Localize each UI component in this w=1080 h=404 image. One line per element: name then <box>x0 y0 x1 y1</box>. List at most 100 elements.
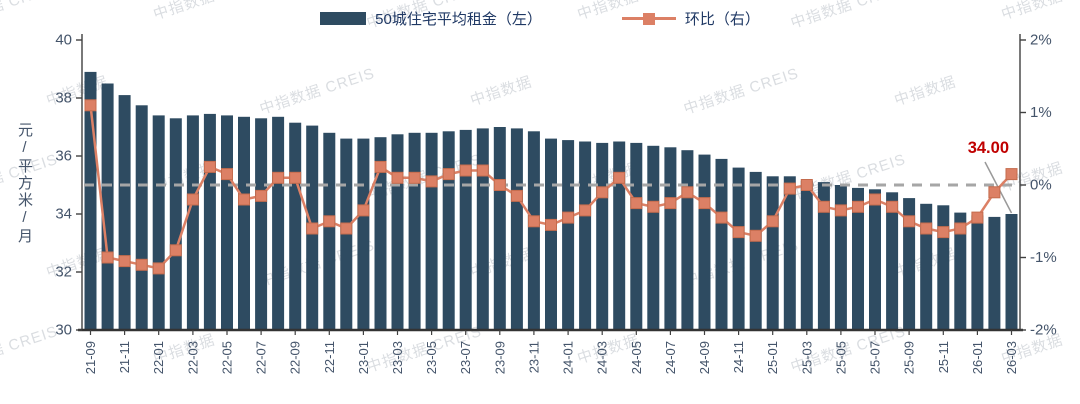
mom-marker <box>152 262 165 275</box>
mom-marker <box>101 251 114 264</box>
mom-marker <box>886 200 899 213</box>
mom-marker <box>783 182 796 195</box>
mom-marker <box>203 160 216 173</box>
rent-bar <box>698 154 711 330</box>
x-axis-tick-label: 22-03 <box>185 341 200 374</box>
mom-marker <box>681 186 694 199</box>
left-axis-tick-label: 36 <box>55 148 72 165</box>
rent-bar <box>579 141 592 330</box>
mom-marker <box>664 197 677 210</box>
mom-marker <box>562 211 575 224</box>
rent-bar <box>1005 214 1018 330</box>
legend-item-mom: 环比（右） <box>621 8 760 29</box>
x-axis-tick-label: 24-05 <box>629 341 644 374</box>
mom-marker <box>852 200 864 213</box>
rent-bar <box>152 115 165 331</box>
x-axis-tick-label: 25-11 <box>936 341 951 373</box>
mom-marker <box>135 258 148 271</box>
last-bar-value-label: 34.00 <box>967 139 1009 157</box>
mom-marker <box>425 175 438 188</box>
mom-marker <box>374 160 387 173</box>
mom-marker <box>118 255 131 268</box>
x-axis-tick-label: 23-11 <box>526 341 541 373</box>
legend-item-rent: 50城住宅平均租金（左） <box>320 8 542 29</box>
rent-bar <box>817 182 830 330</box>
rent-bar <box>527 131 540 330</box>
x-axis-tick-label: 26-03 <box>1004 341 1019 374</box>
rent-bar <box>749 171 762 330</box>
rent-bar <box>869 189 881 330</box>
rent-bar <box>425 132 438 330</box>
rent-bar <box>101 83 114 330</box>
mom-marker <box>1005 168 1018 181</box>
line-series-swatch-icon <box>621 12 676 25</box>
x-axis-tick-label: 22-09 <box>288 341 303 374</box>
right-axis-tick-label: -1% <box>1030 249 1057 266</box>
left-axis-tick-label: 38 <box>55 90 72 107</box>
mom-marker <box>476 164 489 177</box>
legend-label-rent: 50城住宅平均租金（左） <box>375 11 542 28</box>
left-axis-tick-label: 34 <box>55 206 72 223</box>
mom-marker <box>715 211 728 224</box>
rent-bar <box>562 140 575 330</box>
mom-marker <box>817 200 830 213</box>
mom-marker <box>579 204 592 217</box>
x-axis-tick-label: 24-07 <box>663 341 678 374</box>
right-axis-tick-label: 2% <box>1030 32 1052 49</box>
rent-bar <box>937 205 950 330</box>
mom-marker <box>391 171 404 184</box>
x-axis-tick-label: 22-05 <box>220 341 235 374</box>
mom-marker <box>459 164 472 177</box>
rent-bar <box>903 198 916 330</box>
mom-marker <box>272 171 285 184</box>
rent-bar <box>971 215 984 330</box>
right-axis-tick-label: 0% <box>1030 177 1052 194</box>
x-axis-tick-label: 22-07 <box>254 341 269 374</box>
x-axis-tick-label: 21-09 <box>83 341 98 374</box>
y-axis-title: 元/平方米/月 <box>16 122 33 245</box>
x-axis-tick-label: 26-01 <box>970 341 985 374</box>
mom-marker <box>306 222 319 235</box>
mom-marker <box>920 222 933 235</box>
mom-marker <box>869 193 881 206</box>
mom-marker <box>749 229 762 242</box>
mom-marker <box>221 168 233 181</box>
rent-bar <box>169 118 182 330</box>
rent-bar <box>459 129 472 330</box>
chart-legend: 50城住宅平均租金（左） 环比（右） <box>0 8 1080 29</box>
rent-bar <box>852 187 864 330</box>
left-axis-tick-label: 32 <box>55 264 72 281</box>
mom-marker <box>954 222 967 235</box>
mom-marker <box>289 171 302 184</box>
rent-bar <box>920 203 933 330</box>
x-axis-tick-label: 21-11 <box>117 341 132 373</box>
rent-bar <box>681 150 694 330</box>
x-axis-tick-label: 24-03 <box>595 341 610 374</box>
mom-marker <box>408 171 421 184</box>
rent-bar <box>135 105 148 331</box>
x-axis-tick-label: 24-11 <box>731 341 746 373</box>
mom-marker <box>988 186 1001 199</box>
mom-marker <box>527 215 540 228</box>
x-axis-tick-label: 25-09 <box>902 341 917 374</box>
mom-marker <box>698 197 711 210</box>
legend-label-mom: 环比（右） <box>684 11 760 28</box>
rent-bar <box>203 113 216 331</box>
mom-marker <box>613 171 626 184</box>
x-axis-tick-label: 25-05 <box>833 341 848 374</box>
mom-marker <box>84 99 97 112</box>
rent-bar <box>732 167 745 330</box>
rent-bar <box>289 122 302 330</box>
rent-bar <box>221 115 233 331</box>
rent-bar <box>783 176 796 330</box>
rent-bar <box>408 132 421 330</box>
rent-bar <box>238 116 250 330</box>
mom-marker <box>647 200 660 213</box>
mom-marker <box>340 222 353 235</box>
x-axis-tick-label: 24-01 <box>561 341 576 374</box>
right-axis-tick-label: 1% <box>1030 104 1052 121</box>
mom-marker <box>510 189 523 202</box>
rent-bar <box>272 116 285 330</box>
x-axis-tick-label: 23-09 <box>492 341 507 374</box>
rent-bar <box>954 212 967 330</box>
